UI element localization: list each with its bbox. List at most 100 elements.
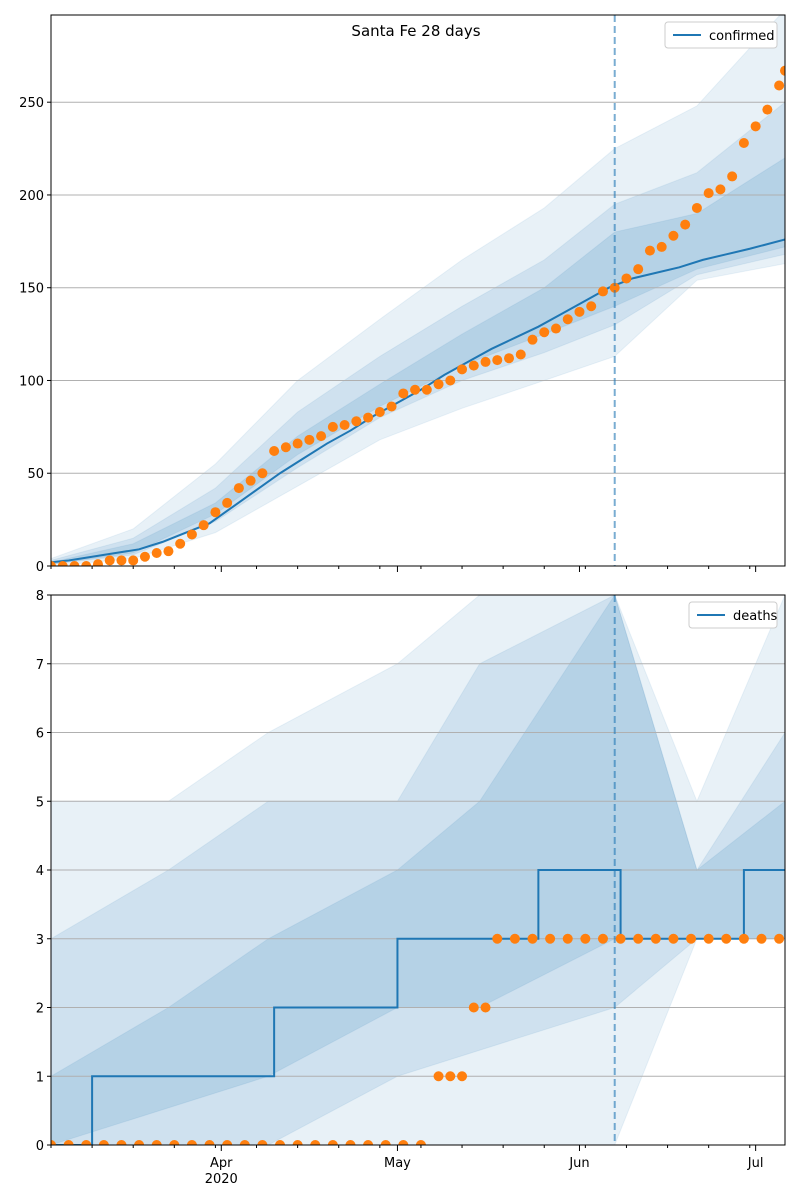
observed-point	[51, 1140, 56, 1145]
y-tick-label: 200	[19, 189, 44, 204]
band-outer	[51, 15, 785, 566]
observed-point	[186, 1140, 197, 1145]
observed-point	[398, 1140, 409, 1145]
observed-point	[327, 1140, 338, 1145]
observed-point	[398, 388, 409, 399]
observed-point	[222, 497, 233, 508]
observed-point	[539, 327, 550, 338]
observed-point	[81, 1140, 92, 1145]
observed-point	[421, 384, 432, 395]
observed-point	[586, 301, 597, 312]
observed-point	[339, 420, 350, 431]
deaths-series-lines	[51, 869, 785, 1145]
observed-point	[280, 442, 291, 453]
observed-point	[750, 121, 761, 132]
series-line-confirmed	[51, 238, 785, 564]
observed-point	[134, 1140, 145, 1145]
observed-point	[468, 360, 479, 371]
observed-point	[545, 933, 556, 944]
y-tick-label: 7	[36, 658, 44, 673]
observed-point	[292, 438, 303, 449]
confirmed-series-lines	[51, 238, 785, 564]
observed-point	[380, 1140, 391, 1145]
observed-point	[163, 546, 174, 557]
observed-point	[104, 555, 115, 566]
observed-point	[151, 1140, 162, 1145]
x-tick-label: May	[384, 1156, 411, 1171]
observed-point	[633, 933, 644, 944]
y-tick-label: 150	[19, 282, 44, 297]
observed-point	[128, 555, 139, 566]
observed-point	[738, 933, 749, 944]
observed-point	[310, 1140, 321, 1145]
confirmed-gridlines	[51, 101, 785, 567]
observed-point	[574, 306, 585, 317]
observed-point	[615, 933, 626, 944]
observed-point	[527, 933, 538, 944]
observed-point	[198, 520, 209, 531]
observed-point	[468, 1002, 479, 1013]
observed-point	[257, 1140, 268, 1145]
observed-point	[580, 933, 591, 944]
y-tick-label: 5	[36, 795, 44, 810]
observed-point	[204, 1140, 215, 1145]
observed-point	[445, 375, 456, 386]
deaths-legend-label: deaths	[733, 609, 778, 624]
observed-point	[756, 933, 767, 944]
observed-point	[480, 356, 491, 367]
observed-point	[386, 401, 397, 412]
x-tick-label: Jun	[568, 1156, 589, 1171]
observed-point	[445, 1071, 456, 1082]
observed-point	[597, 933, 608, 944]
observed-point	[186, 529, 197, 540]
observed-point	[233, 483, 244, 494]
observed-point	[515, 349, 526, 360]
observed-point	[609, 282, 620, 293]
series-step-deaths	[51, 869, 785, 1145]
observed-point	[492, 933, 503, 944]
y-tick-label: 250	[19, 96, 44, 111]
observed-point	[562, 314, 573, 325]
y-tick-label: 2	[36, 1002, 44, 1017]
observed-point	[210, 507, 221, 518]
confirmed-axes-frame	[50, 14, 786, 567]
observed-point	[650, 933, 661, 944]
observed-point	[433, 379, 444, 390]
observed-point	[351, 416, 362, 427]
observed-point	[415, 1140, 426, 1145]
observed-point	[774, 80, 785, 91]
y-tick-label: 1	[36, 1070, 44, 1085]
observed-point	[738, 138, 749, 149]
x-tick-label: Jul	[747, 1156, 764, 1171]
observed-point	[597, 286, 608, 297]
observed-point	[92, 559, 103, 566]
y-tick-label: 100	[19, 374, 44, 389]
observed-point	[239, 1140, 250, 1145]
observed-point	[703, 188, 714, 199]
deaths-legend-box	[688, 601, 778, 629]
observed-point	[562, 933, 573, 944]
observed-point	[51, 561, 56, 566]
observed-point	[691, 202, 702, 213]
y-tick-label: 0	[36, 1139, 44, 1154]
observed-point	[304, 434, 315, 445]
observed-point	[774, 933, 785, 944]
observed-point	[721, 933, 732, 944]
observed-point	[292, 1140, 303, 1145]
chart-title: Santa Fe 28 days	[351, 22, 480, 40]
observed-point	[81, 561, 92, 566]
observed-point	[116, 1140, 127, 1145]
observed-point	[269, 445, 280, 456]
observed-point	[363, 1140, 374, 1145]
observed-point	[668, 933, 679, 944]
observed-point	[457, 1071, 468, 1082]
observed-point	[374, 407, 385, 418]
confirmed-legend: confirmed	[664, 21, 778, 49]
observed-point	[316, 431, 327, 442]
observed-point	[410, 384, 421, 395]
confirmed-observed-points	[51, 65, 785, 566]
y-tick-label: 4	[36, 864, 44, 879]
observed-point	[69, 561, 80, 566]
